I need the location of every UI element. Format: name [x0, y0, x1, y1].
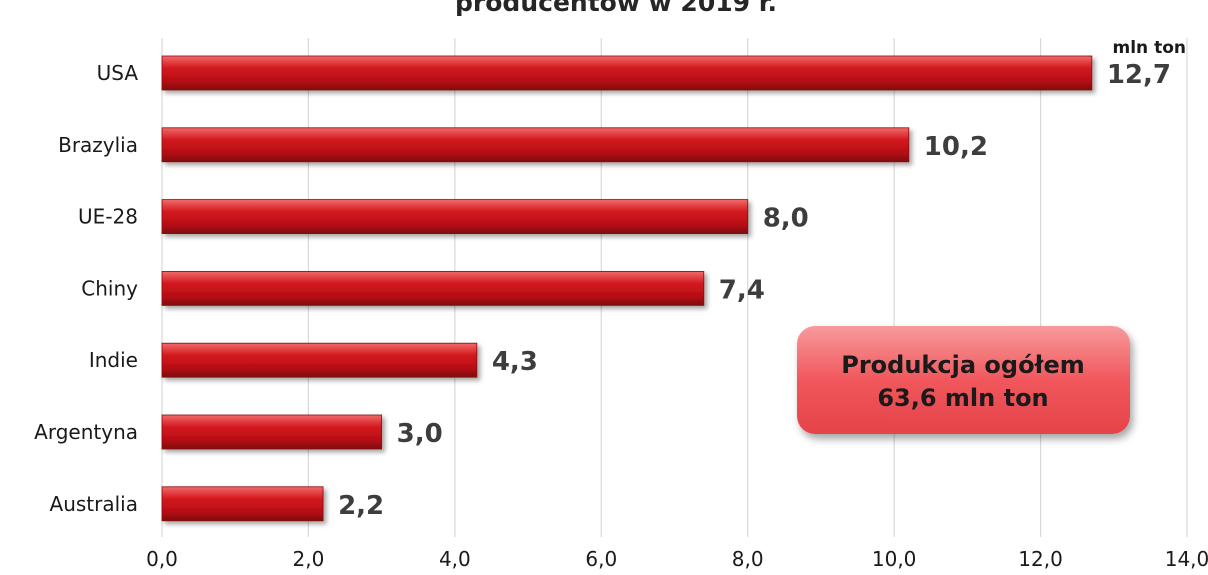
- data-label: 8,0: [763, 204, 809, 234]
- category-label: Indie: [89, 348, 138, 372]
- bar-usa: [161, 55, 1093, 91]
- bar-australia: [161, 486, 324, 522]
- data-labels: 12,7 10,2 8,0 7,4 4,3 3,0 2,2: [338, 60, 1171, 521]
- bar-ue-28: [161, 199, 749, 235]
- data-label: 3,0: [397, 419, 443, 449]
- chart-title: producentów w 2019 r.: [455, 0, 777, 17]
- x-tick-label: 0,0: [146, 547, 178, 571]
- category-label: UE-28: [78, 205, 138, 229]
- category-label: Chiny: [81, 276, 138, 300]
- x-tick-label: 14,0: [1165, 547, 1208, 571]
- category-labels: USA Brazylia UE-28 Chiny Indie Argentyna Austr…: [34, 61, 138, 516]
- callout-line2: 63,6 mln ton: [877, 384, 1048, 412]
- category-label: Brazylia: [58, 133, 138, 157]
- data-label: 10,2: [924, 132, 988, 162]
- callout-box: [797, 326, 1130, 434]
- x-tick-label: 8,0: [732, 547, 764, 571]
- bar-argentyna: [161, 414, 383, 450]
- data-label: 12,7: [1107, 60, 1171, 90]
- data-label: 2,2: [338, 491, 384, 521]
- bar-chiny: [161, 270, 705, 306]
- x-tick-label: 2,0: [293, 547, 325, 571]
- bars: [161, 55, 1093, 522]
- category-label: USA: [97, 61, 139, 85]
- total-callout: Produkcja ogółem 63,6 mln ton: [797, 326, 1130, 434]
- x-tick-label: 10,0: [872, 547, 917, 571]
- unit-label: mln ton: [1113, 38, 1186, 58]
- x-tick-label: 4,0: [439, 547, 471, 571]
- x-tick-labels: 0,0 2,0 4,0 6,0 8,0 10,0 12,0 14,0: [146, 547, 1208, 571]
- data-label: 7,4: [719, 275, 765, 305]
- x-tick-label: 12,0: [1018, 547, 1063, 571]
- category-label: Argentyna: [34, 420, 138, 444]
- x-tick-label: 6,0: [585, 547, 617, 571]
- callout-line1: Produkcja ogółem: [841, 351, 1085, 379]
- bar-indie: [161, 342, 478, 378]
- category-label: Australia: [50, 492, 138, 516]
- data-label: 4,3: [492, 347, 538, 377]
- bar-brazylia: [161, 127, 910, 163]
